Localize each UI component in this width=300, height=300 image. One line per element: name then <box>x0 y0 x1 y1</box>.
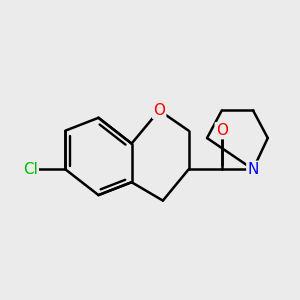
Text: O: O <box>216 123 228 138</box>
Text: Cl: Cl <box>23 162 38 177</box>
Text: N: N <box>248 162 259 177</box>
Text: O: O <box>153 103 165 118</box>
